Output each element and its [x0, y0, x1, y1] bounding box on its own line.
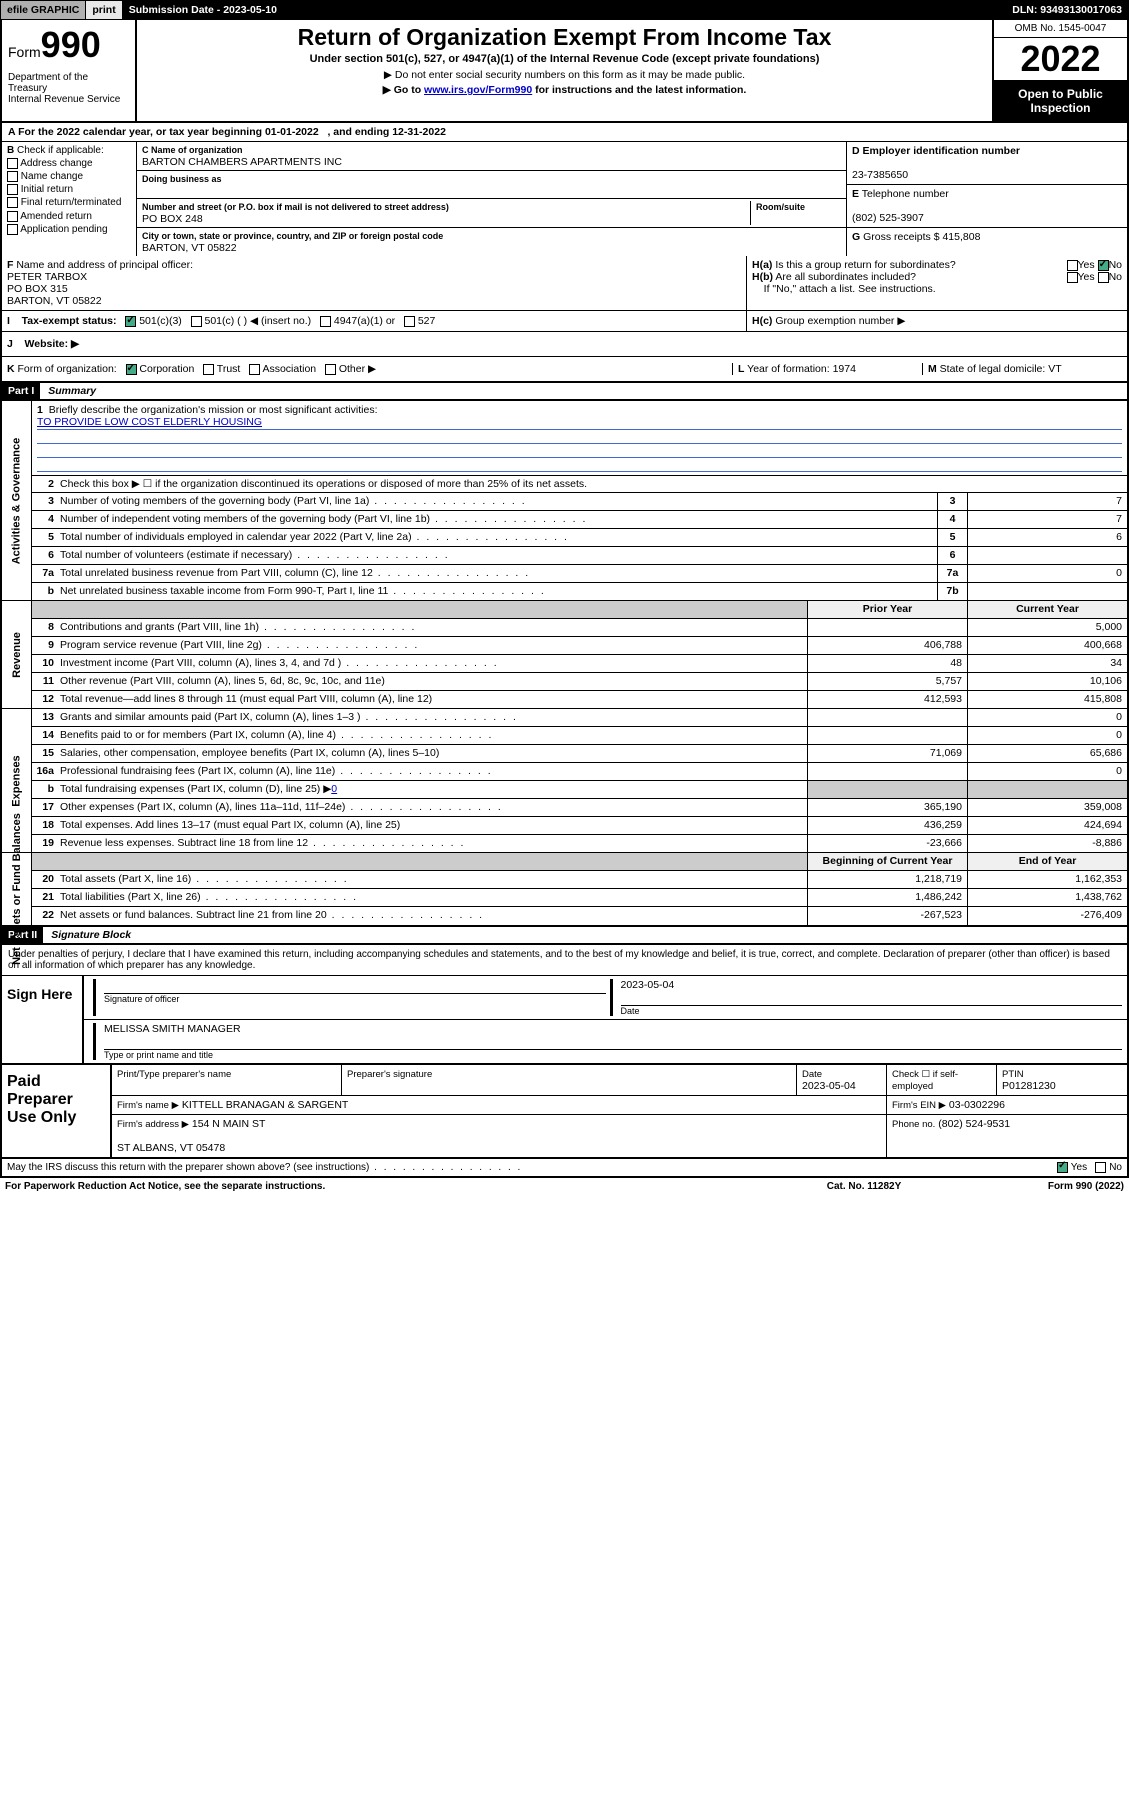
line-h: H(a) Is this a group return for subordin…: [747, 256, 1127, 310]
summary: Activities & Governance 1 Briefly descri…: [0, 401, 1129, 927]
part1-header: Part I Summary: [0, 383, 1129, 401]
line-j: J Website: ▶: [2, 331, 1127, 357]
sig-date: 2023-05-04: [621, 979, 675, 991]
line-i: I Tax-exempt status: 501(c)(3) 501(c) ( …: [2, 311, 747, 331]
fundraising-link[interactable]: 0: [331, 783, 337, 795]
signature-block: Under penalties of perjury, I declare th…: [0, 945, 1129, 1065]
firm-ein: 03-0302296: [949, 1099, 1005, 1111]
print-button[interactable]: print: [86, 1, 122, 19]
entity-info: A For the 2022 calendar year, or tax yea…: [0, 123, 1129, 383]
part2-header: Part II Signature Block: [0, 927, 1129, 945]
rev-label: Revenue: [11, 632, 23, 678]
footer: For Paperwork Reduction Act Notice, see …: [0, 1178, 1129, 1195]
preparer-label: Paid Preparer Use Only: [2, 1065, 112, 1157]
paid-preparer: Paid Preparer Use Only Print/Type prepar…: [0, 1065, 1129, 1159]
line-l: L Year of formation: 1974: [732, 363, 922, 375]
officer-name: MELISSA SMITH MANAGER: [104, 1023, 241, 1035]
topbar: efile GRAPHIC print Submission Date - 20…: [0, 0, 1129, 20]
irs-link[interactable]: www.irs.gov/Form990: [424, 84, 532, 96]
phone: (802) 525-3907: [852, 212, 924, 224]
subtitle-1: Under section 501(c), 527, or 4947(a)(1)…: [147, 53, 982, 65]
subtitle-3: ▶ Go to www.irs.gov/Form990 for instruct…: [147, 84, 982, 96]
line-a: A For the 2022 calendar year, or tax yea…: [2, 123, 1127, 142]
gov-label: Activities & Governance: [11, 437, 23, 564]
mission-text[interactable]: TO PROVIDE LOW COST ELDERLY HOUSING: [37, 416, 262, 428]
exp-label: Expenses: [11, 755, 23, 806]
perjury-statement: Under penalties of perjury, I declare th…: [2, 945, 1127, 975]
form-number: Form990: [8, 24, 129, 66]
city-state-zip: BARTON, VT 05822: [142, 242, 237, 254]
omb-number: OMB No. 1545-0047: [994, 20, 1127, 38]
subtitle-2: ▶ Do not enter social security numbers o…: [147, 69, 982, 81]
col-d: D Employer identification number 23-7385…: [847, 142, 1127, 256]
open-public: Open to Public Inspection: [994, 81, 1127, 121]
line-m: M State of legal domicile: VT: [922, 363, 1122, 375]
dept-treasury: Department of the TreasuryInternal Reven…: [8, 72, 129, 105]
gross-receipts: 415,808: [942, 231, 980, 243]
tax-year: 2022: [994, 38, 1127, 81]
prep-phone: (802) 524-9531: [938, 1118, 1010, 1130]
col-b: B Check if applicable: Address change Na…: [2, 142, 137, 256]
line-hc: H(c) Group exemption number ▶: [747, 311, 1127, 331]
header: Form990 Department of the TreasuryIntern…: [0, 20, 1129, 123]
ein: 23-7385650: [852, 169, 908, 181]
efile-label: efile GRAPHIC: [1, 1, 86, 19]
firm-name: KITTELL BRANAGAN & SARGENT: [182, 1099, 348, 1111]
org-name: BARTON CHAMBERS APARTMENTS INC: [142, 156, 342, 168]
dln: DLN: 93493130017063: [1006, 1, 1128, 19]
net-label: Net Assets or Fund Balances: [11, 813, 23, 965]
street: PO BOX 248: [142, 213, 203, 225]
ptin: P01281230: [1002, 1080, 1056, 1092]
col-c: C Name of organization BARTON CHAMBERS A…: [137, 142, 847, 256]
line-f: F Name and address of principal officer:…: [2, 256, 747, 310]
discuss-row: May the IRS discuss this return with the…: [0, 1159, 1129, 1178]
submission-date: Submission Date - 2023-05-10: [123, 1, 1007, 19]
sign-here-label: Sign Here: [2, 976, 82, 1063]
line-k: K Form of organization: Corporation Trus…: [7, 363, 732, 375]
form-title: Return of Organization Exempt From Incom…: [147, 24, 982, 51]
